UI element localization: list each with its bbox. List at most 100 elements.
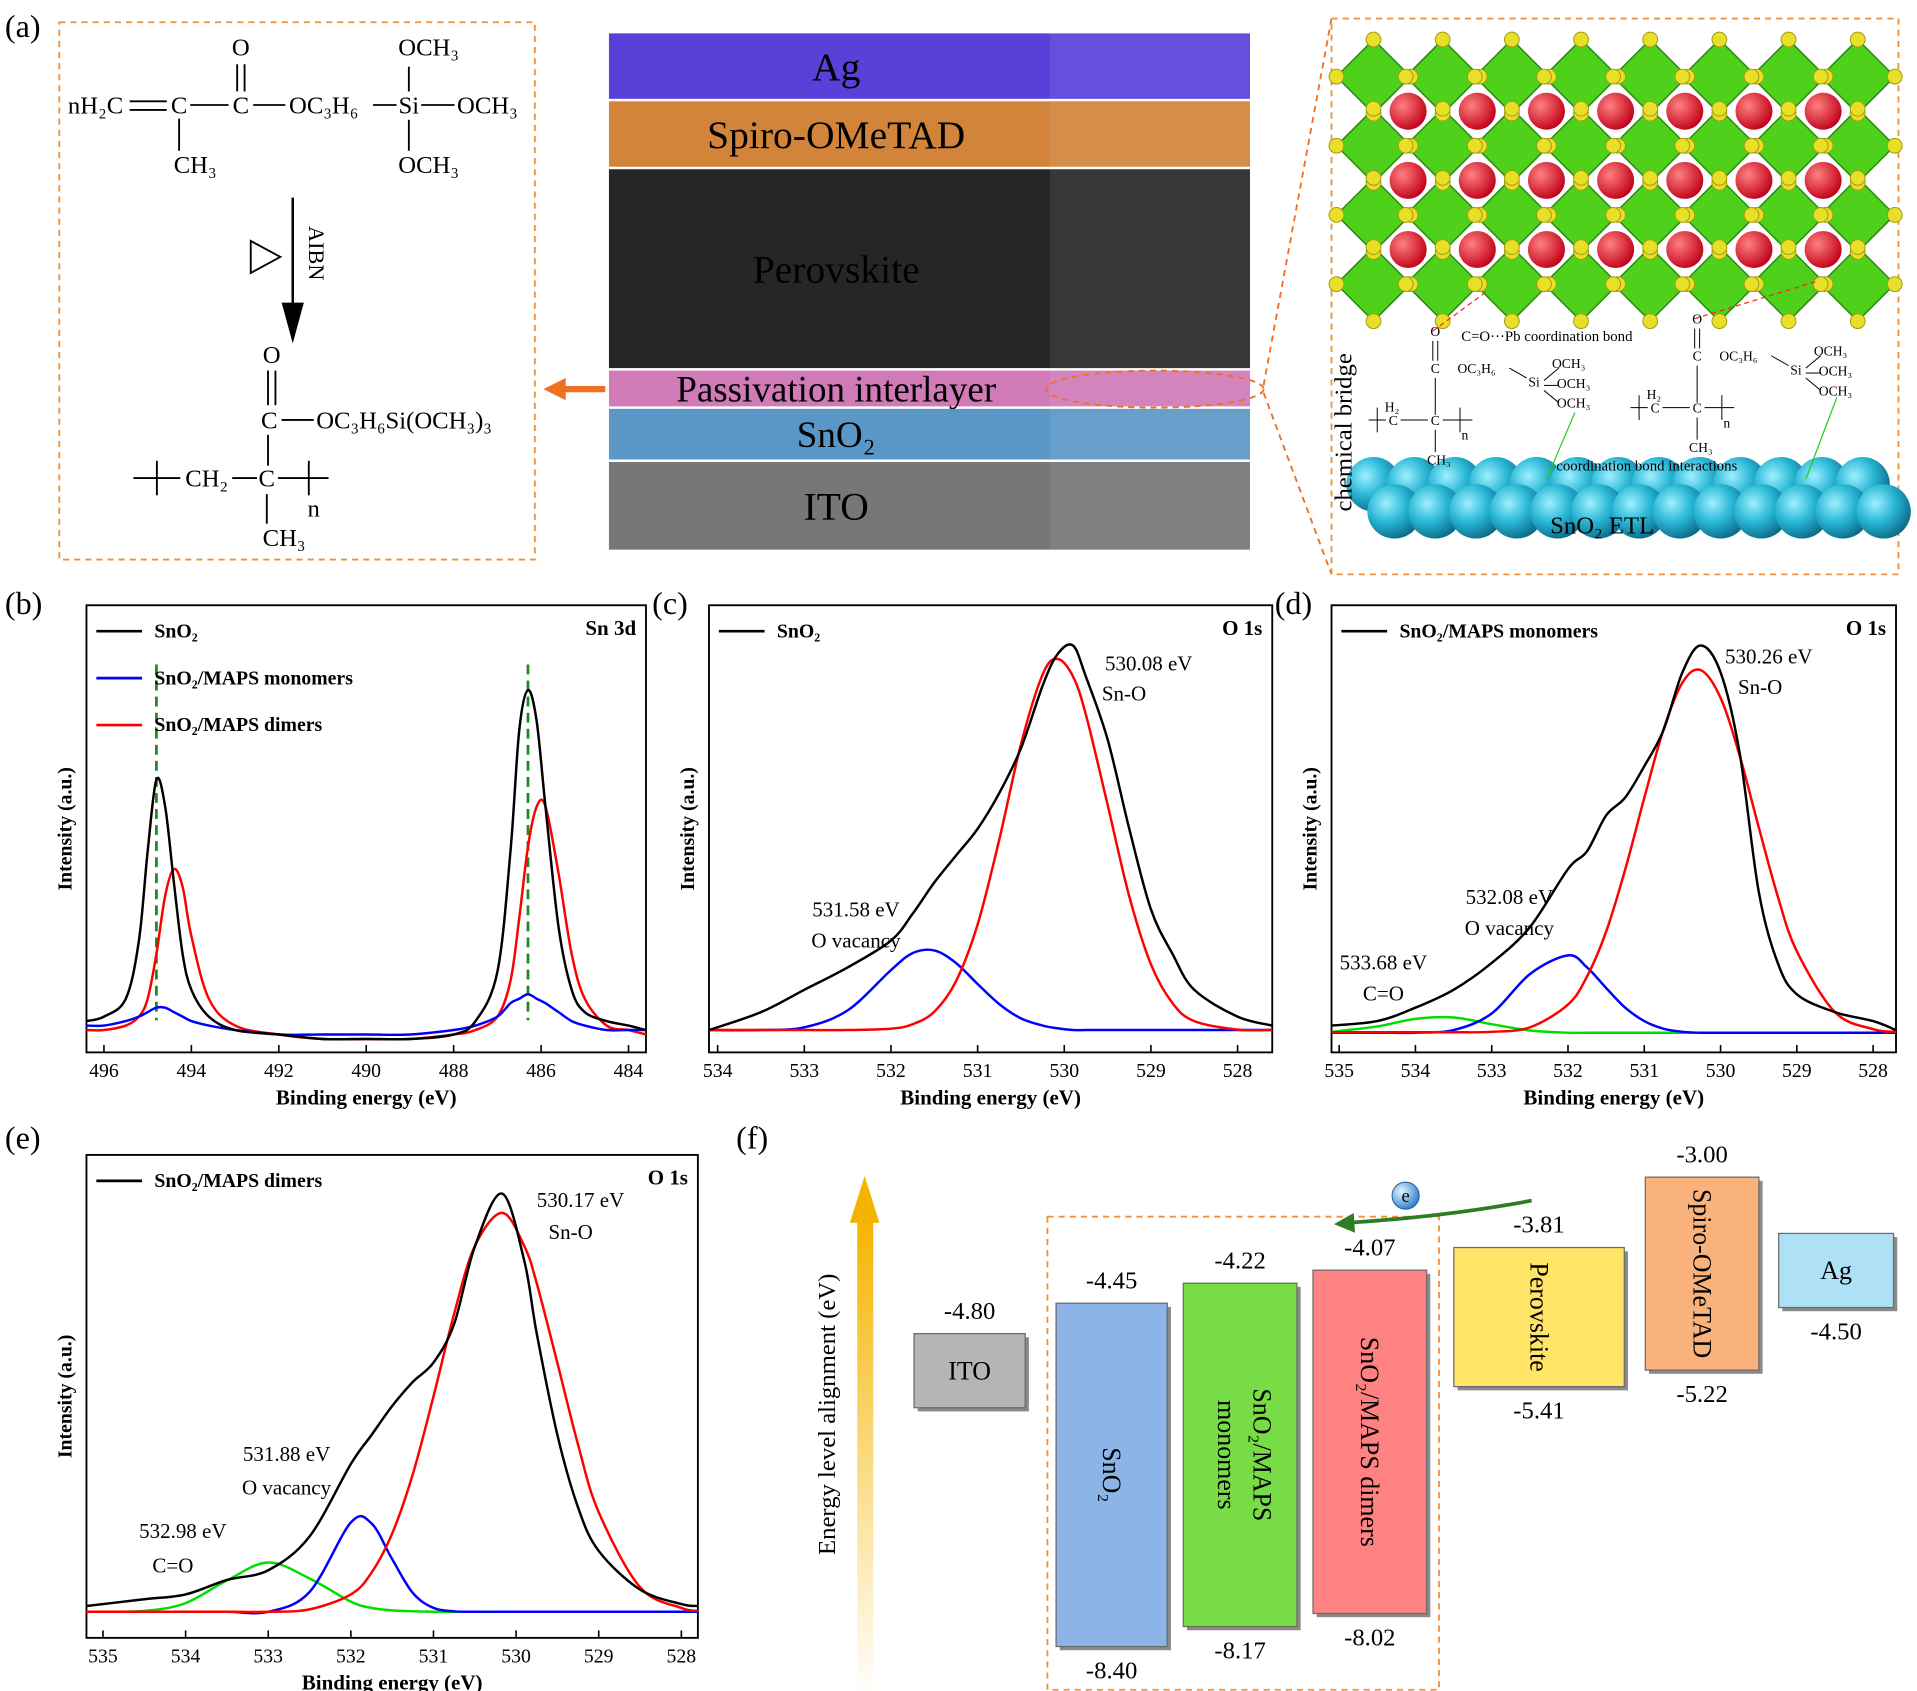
label: C [261, 408, 277, 435]
halide-atom [1886, 137, 1903, 154]
halide-atom [1503, 313, 1520, 330]
x-tick-label: 533 [1477, 1060, 1507, 1082]
annotation: C=O [152, 1553, 193, 1577]
halide-atom [1711, 100, 1728, 117]
bond [1805, 377, 1821, 391]
halide-atom [1503, 169, 1520, 186]
halide-atom [1886, 207, 1903, 223]
halide-atom [1466, 207, 1483, 223]
label: O [1692, 312, 1702, 327]
coordination-line [1545, 412, 1576, 480]
cation-atom [1527, 161, 1565, 199]
coordination-bond [1694, 281, 1816, 320]
label: C [171, 93, 187, 120]
sno2-sphere [1856, 484, 1911, 539]
x-tick-label: 528 [1858, 1060, 1888, 1082]
label: (a) [5, 8, 41, 44]
sno2-sphere [1774, 484, 1830, 539]
device-layer-shade [1049, 461, 1251, 550]
annotation: 530.08 eV [1105, 652, 1192, 676]
halide-atom [1743, 276, 1760, 293]
spectrum-line [708, 657, 1273, 1032]
annotation: Sn-O [548, 1220, 592, 1244]
label: H₂ [1647, 387, 1662, 402]
halide-atom [1573, 100, 1589, 117]
halide-atom [1466, 68, 1483, 85]
label: OCH₃ [1819, 383, 1853, 398]
yellow-arrow-shaft [857, 1216, 874, 1691]
annotation: Sn-O [1738, 675, 1782, 699]
x-tick-label: 534 [703, 1060, 733, 1082]
label: H₂ [1385, 399, 1400, 414]
label: OC₃H₆ [289, 93, 358, 120]
label: ITO [804, 485, 869, 529]
annotation: O vacancy [811, 928, 901, 952]
halide-atom [1536, 276, 1552, 293]
label: C [1389, 413, 1398, 428]
coordination-line [1805, 397, 1838, 480]
highlight-ellipse [1045, 369, 1265, 409]
annotation: O vacancy [1465, 916, 1555, 940]
material-label: Perovskite [1524, 1262, 1553, 1371]
halide-atom [1573, 169, 1589, 186]
device-layer-shade [1049, 370, 1251, 407]
sno2-sphere [1652, 484, 1708, 539]
halide-atom [1711, 31, 1728, 48]
annotation: 533.68 eV [1340, 951, 1427, 975]
y-axis-label: Intensity (a.u.) [55, 767, 77, 890]
spectrum-line [86, 993, 646, 1037]
electron [1391, 1181, 1420, 1210]
spectrum-line [86, 798, 647, 1041]
label: OC₃H₆Si(OCH₃)₃ [316, 408, 492, 435]
structure-frame [1330, 17, 1900, 576]
legend-label: SnO₂/MAPS monomers [154, 667, 353, 689]
sno2-sphere [1611, 484, 1667, 539]
halide-atom [1536, 68, 1552, 85]
halide-atom [1812, 137, 1829, 154]
cation-atom [1597, 92, 1635, 130]
halide-atom [1605, 68, 1622, 85]
halide-atom [1674, 276, 1691, 293]
x-tick-label: 532 [876, 1060, 906, 1082]
label: C [1651, 401, 1660, 416]
label: C [233, 93, 249, 120]
x-axis-label: Binding energy (eV) [1523, 1085, 1704, 1109]
device-layer-shade [1049, 33, 1251, 99]
halide-atom [1573, 313, 1589, 330]
device-layer [608, 370, 1251, 407]
bond [1543, 367, 1560, 381]
halide-atom [1397, 207, 1414, 223]
energy-level [1182, 1282, 1298, 1628]
x-tick-label: 529 [1782, 1060, 1812, 1082]
y-axis-label: Intensity (a.u.) [55, 1335, 77, 1458]
x-tick-label: 535 [88, 1646, 118, 1668]
level-label: -4.50 [1810, 1319, 1861, 1346]
annotation: 532.08 eV [1466, 885, 1553, 909]
halide-atom [1365, 100, 1382, 117]
heat-symbol [249, 239, 283, 275]
material-label: SnO₂/MAPS dimers [1355, 1337, 1384, 1547]
level-label: -3.81 [1513, 1212, 1564, 1239]
halide-atom [1397, 68, 1414, 85]
spectrum-line [1331, 954, 1897, 1035]
y-axis-label: Intensity (a.u.) [1300, 767, 1322, 890]
halide-atom [1849, 313, 1866, 330]
material-label: Spiro-OMeTAD [1687, 1189, 1716, 1358]
halide-atom [1605, 276, 1622, 293]
halide-atom [1536, 137, 1552, 154]
label: n [1462, 428, 1469, 443]
legend-label: SnO₂/MAPS dimers [154, 1170, 322, 1192]
level-label: -5.22 [1676, 1381, 1727, 1408]
spectrum-line [1331, 644, 1897, 1032]
halide-atom [1886, 68, 1903, 85]
label: CH₃ [1427, 452, 1451, 467]
energy-level [1055, 1302, 1168, 1648]
halide-atom [1397, 276, 1414, 293]
label: C [1693, 349, 1702, 364]
x-axis-label: Binding energy (eV) [900, 1085, 1081, 1109]
label: C [1693, 401, 1702, 416]
group-frame [1046, 1215, 1440, 1691]
spectrum-line [1331, 1015, 1897, 1035]
halide-atom [1466, 137, 1483, 154]
label: (c) [652, 585, 688, 621]
